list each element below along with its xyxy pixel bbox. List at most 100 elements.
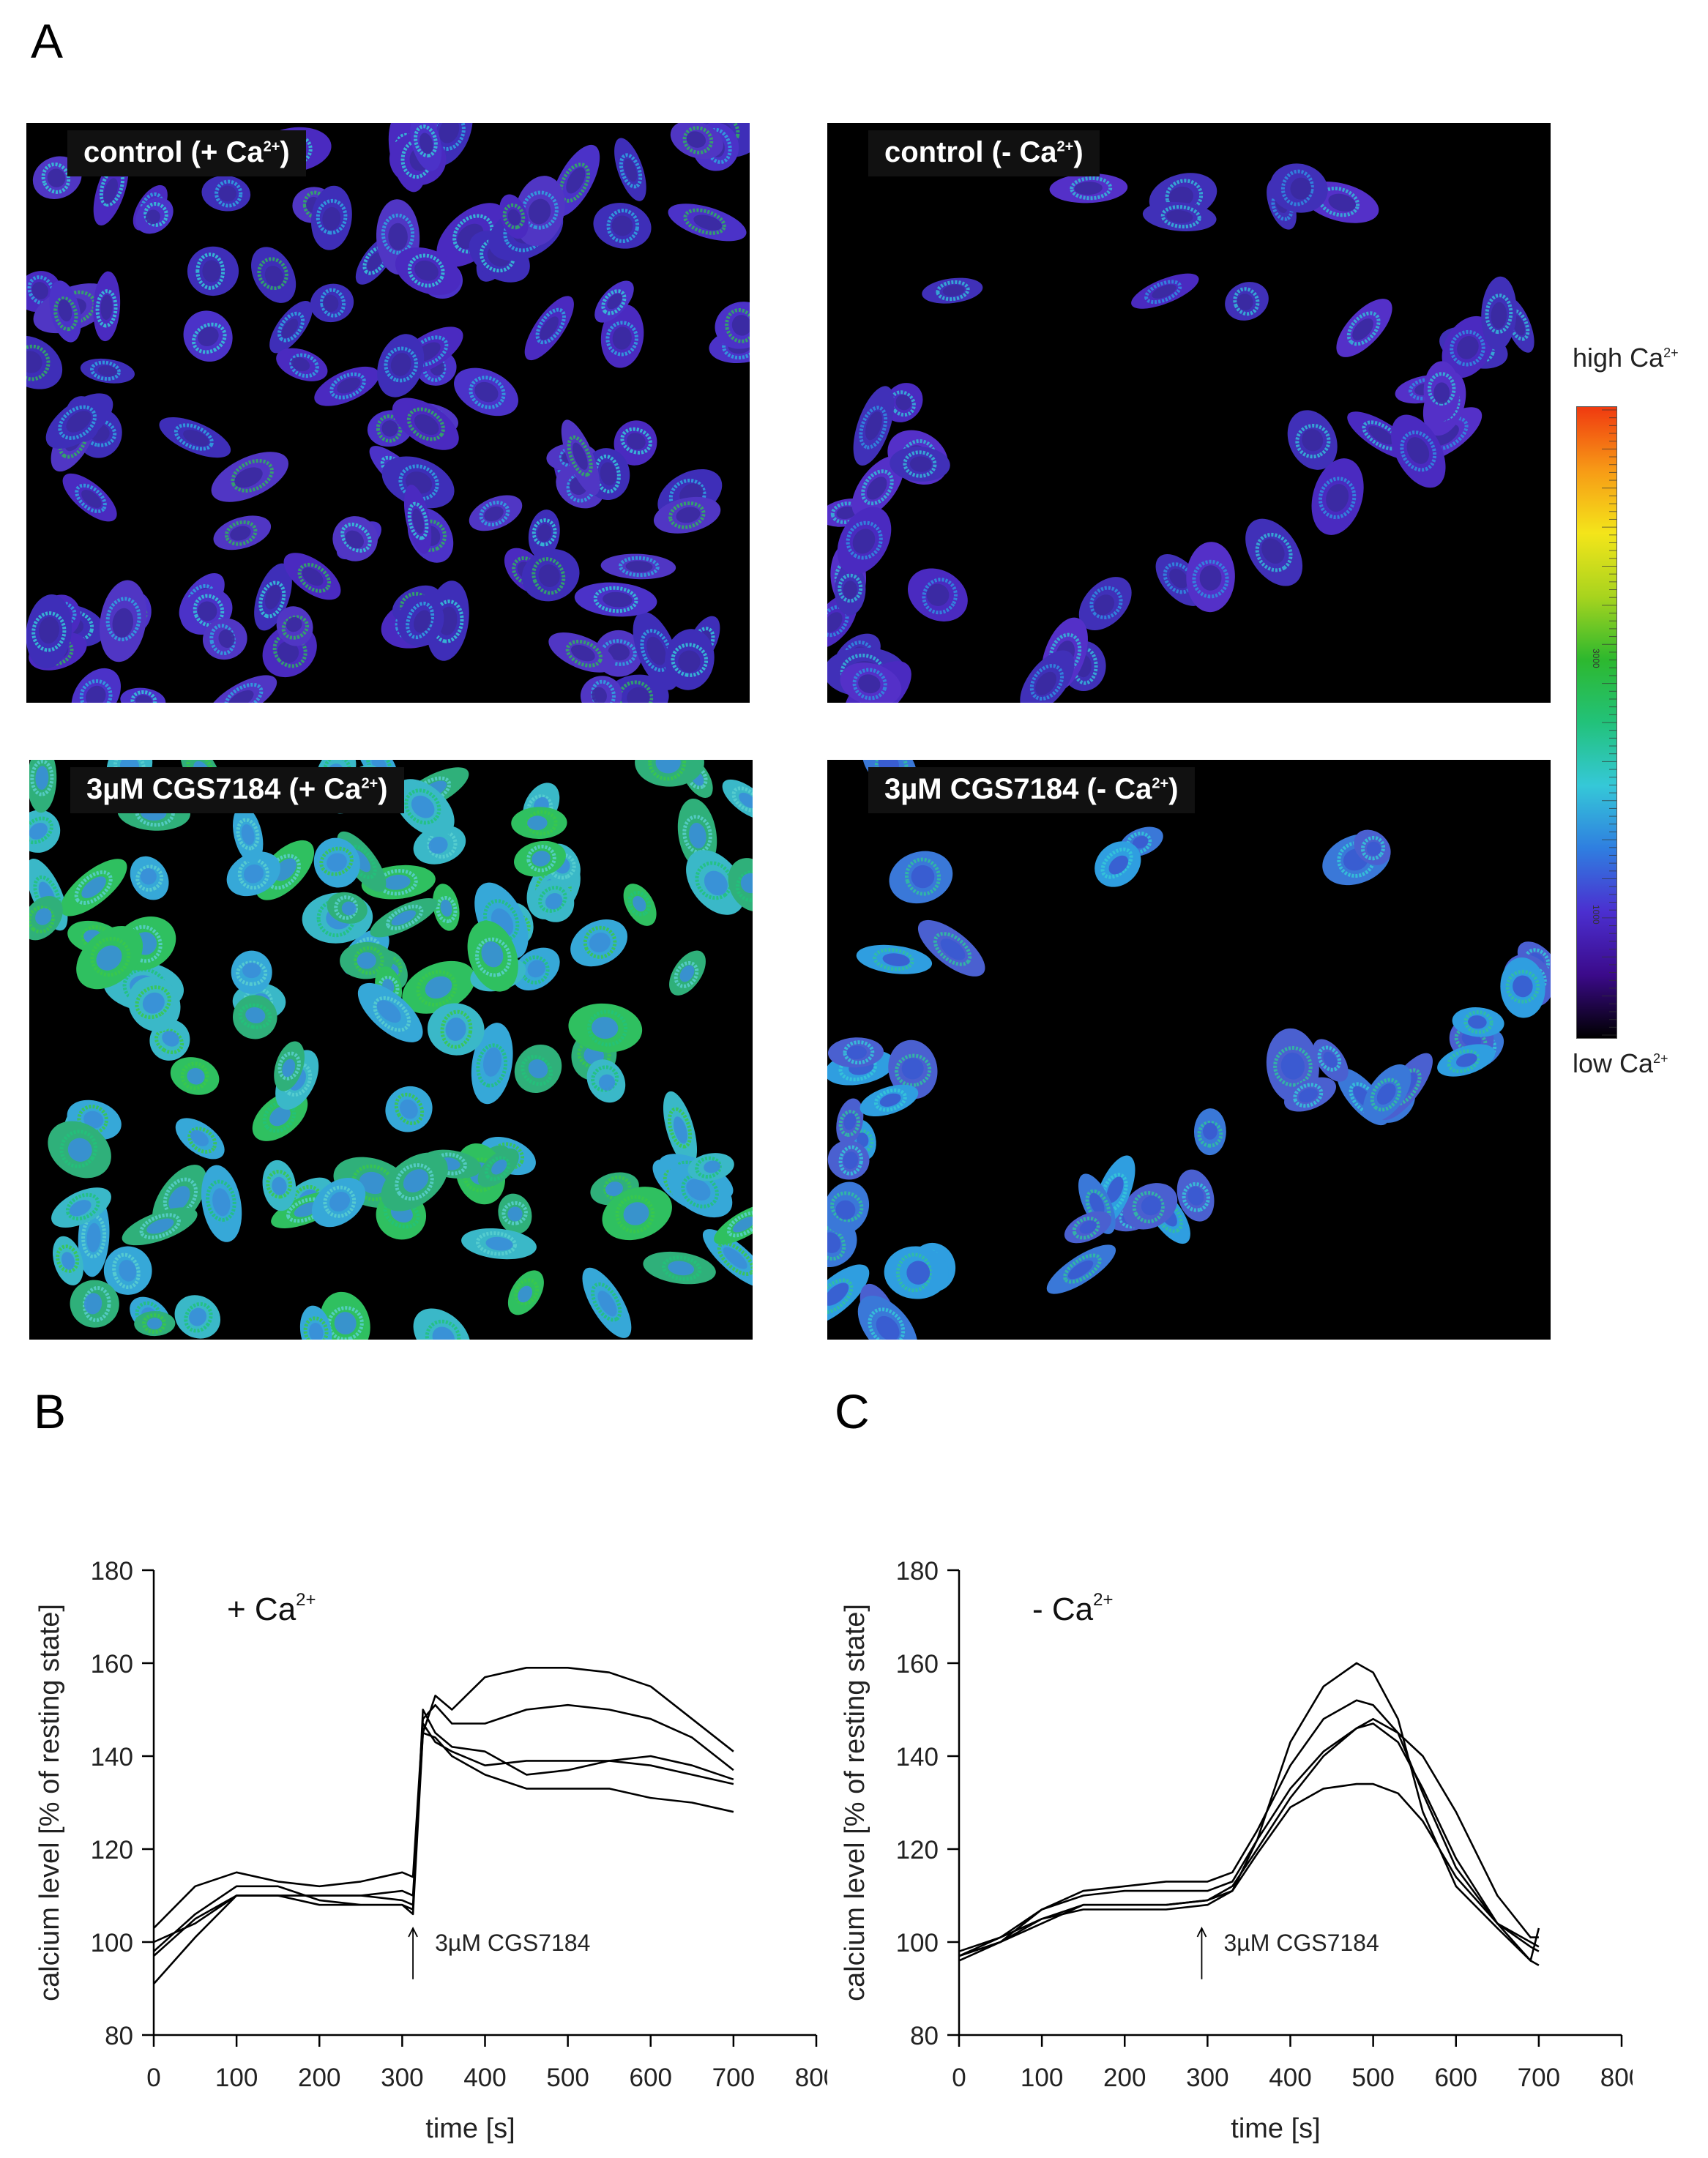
cell-shape bbox=[26, 335, 63, 389]
series-line-5 bbox=[958, 1782, 1540, 1957]
cell-shape bbox=[187, 246, 239, 296]
cell-shape bbox=[251, 247, 297, 303]
x-tick-label: 400 bbox=[1269, 2064, 1311, 2092]
x-tick-label: 500 bbox=[1351, 2064, 1394, 2092]
line-chart-b: 80 100 120 140 160 180 0 100 200 300 400 500 600 700 8… bbox=[34, 1557, 827, 2144]
cell-shape bbox=[856, 944, 933, 974]
cell-shape bbox=[533, 880, 575, 922]
application-arrow-head bbox=[408, 1926, 418, 1938]
series-line-1 bbox=[958, 1662, 1540, 1962]
cell-shape bbox=[574, 582, 657, 617]
cell-shape bbox=[1078, 577, 1132, 631]
cell-shape bbox=[461, 1228, 537, 1260]
cell-shape bbox=[1142, 201, 1217, 231]
cell-shape bbox=[1020, 650, 1075, 703]
cell-shape bbox=[310, 185, 352, 250]
cell-shape bbox=[60, 859, 127, 916]
cell-shape bbox=[586, 1059, 626, 1103]
cell-shape bbox=[614, 420, 657, 466]
cell-shape bbox=[103, 1246, 152, 1295]
cell-shape bbox=[357, 982, 423, 1042]
cell-shape bbox=[467, 920, 518, 992]
cell-shape bbox=[528, 509, 560, 559]
cell-shape bbox=[1442, 316, 1495, 378]
cell-shape bbox=[687, 1153, 734, 1181]
cell-shape bbox=[1049, 173, 1128, 204]
cell-shape bbox=[276, 348, 328, 381]
cell-shape bbox=[80, 358, 135, 384]
cell-shape bbox=[392, 397, 459, 450]
cell-shape bbox=[310, 283, 354, 323]
cell-shape bbox=[410, 123, 442, 171]
cell-shape bbox=[1354, 829, 1391, 865]
cell-shape bbox=[469, 495, 523, 531]
y-tick-label: 180 bbox=[896, 1557, 939, 1586]
x-tick-label: 600 bbox=[1435, 2064, 1477, 2092]
cell-shape bbox=[433, 884, 460, 931]
series-line-1 bbox=[153, 1667, 734, 1944]
cell-shape bbox=[653, 496, 721, 534]
cell-shape bbox=[1046, 1244, 1116, 1294]
cell-shape bbox=[837, 507, 892, 575]
cell-shape bbox=[377, 334, 425, 397]
cell-shape bbox=[1287, 410, 1338, 470]
cell-shape bbox=[614, 138, 646, 201]
cell-shape bbox=[201, 175, 251, 212]
x-tick-label: 800 bbox=[1600, 2064, 1633, 2092]
line-chart-c: 80 100 120 140 160 180 0 100 200 300 400 500 600 700 8… bbox=[840, 1557, 1633, 2144]
cells-image bbox=[827, 163, 1534, 703]
cell-shape bbox=[1313, 1039, 1349, 1082]
cell-shape bbox=[1193, 1108, 1226, 1156]
cell-shape bbox=[231, 950, 272, 994]
cell-shape bbox=[49, 280, 81, 343]
application-label: 3µM CGS7184 bbox=[1223, 1930, 1379, 1956]
cell-shape bbox=[130, 856, 169, 900]
cell-shape bbox=[135, 198, 174, 234]
cell-shape bbox=[1423, 361, 1460, 422]
cell-shape bbox=[402, 960, 476, 1014]
condition-annotation: + Ca2+ bbox=[227, 1590, 316, 1627]
cell-shape bbox=[715, 302, 750, 349]
cell-shape bbox=[134, 1311, 176, 1337]
cell-shape bbox=[175, 1118, 225, 1160]
cell-shape bbox=[568, 1003, 643, 1053]
x-tick-label: 300 bbox=[1186, 2064, 1228, 2092]
x-tick-label: 100 bbox=[1021, 2064, 1063, 2092]
cell-shape bbox=[471, 1023, 513, 1105]
y-tick-label: 100 bbox=[91, 1929, 133, 1957]
cell-shape bbox=[521, 549, 580, 602]
cell-shape bbox=[714, 1203, 753, 1244]
cell-shape bbox=[320, 1291, 370, 1340]
x-tick-label: 700 bbox=[1518, 2064, 1560, 2092]
cell-shape bbox=[385, 1086, 433, 1132]
cell-shape bbox=[120, 687, 166, 703]
y-tick-label: 120 bbox=[91, 1836, 133, 1864]
x-tick-label: 0 bbox=[952, 2064, 966, 2092]
cell-shape bbox=[29, 810, 61, 853]
cell-shape bbox=[670, 123, 723, 160]
cell-shape bbox=[327, 892, 368, 924]
y-tick-label: 80 bbox=[910, 2022, 939, 2050]
x-tick-label: 500 bbox=[546, 2064, 589, 2092]
y-tick-label: 80 bbox=[105, 2022, 133, 2050]
cell-shape bbox=[668, 204, 747, 242]
cell-shape bbox=[884, 1246, 949, 1299]
cell-shape bbox=[889, 851, 953, 904]
cell-shape bbox=[594, 280, 634, 323]
x-axis-label: time [s] bbox=[1231, 2113, 1320, 2144]
cell-shape bbox=[580, 676, 622, 703]
cell-shape bbox=[907, 568, 968, 621]
cell-shape bbox=[159, 417, 231, 458]
y-tick-label: 140 bbox=[896, 1743, 939, 1771]
x-tick-label: 200 bbox=[298, 2064, 340, 2092]
cell-shape bbox=[1176, 1169, 1215, 1222]
cell-shape bbox=[226, 851, 280, 897]
y-axis-label: calcium level [% of resting state] bbox=[34, 1604, 65, 2001]
x-axis-label: time [s] bbox=[425, 2113, 515, 2144]
cell-shape bbox=[274, 1041, 305, 1091]
y-tick-label: 180 bbox=[91, 1557, 133, 1586]
application-label: 3µM CGS7184 bbox=[435, 1930, 590, 1956]
x-tick-label: 300 bbox=[381, 2064, 423, 2092]
cell-shape bbox=[922, 277, 983, 304]
cell-shape bbox=[582, 1267, 632, 1338]
